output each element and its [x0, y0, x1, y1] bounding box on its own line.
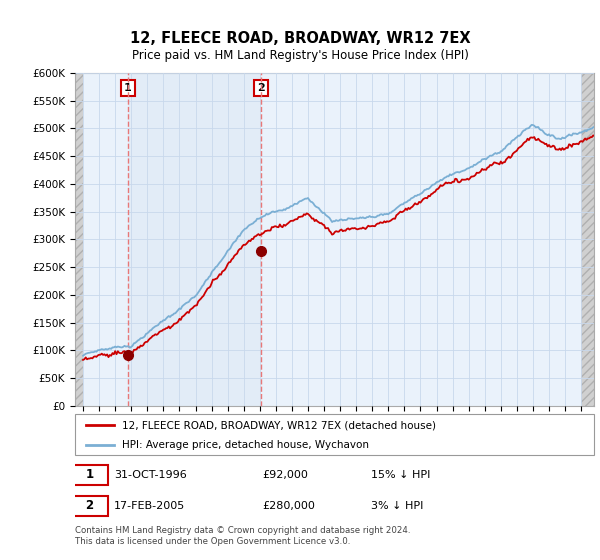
Text: 31-OCT-1996: 31-OCT-1996	[114, 470, 187, 479]
Text: HPI: Average price, detached house, Wychavon: HPI: Average price, detached house, Wych…	[122, 440, 369, 450]
Text: Price paid vs. HM Land Registry's House Price Index (HPI): Price paid vs. HM Land Registry's House …	[131, 49, 469, 62]
Text: Contains HM Land Registry data © Crown copyright and database right 2024.
This d: Contains HM Land Registry data © Crown c…	[75, 526, 410, 546]
FancyBboxPatch shape	[71, 465, 108, 485]
Text: 2: 2	[257, 83, 265, 93]
Bar	[128, 73, 261, 406]
Text: 1: 1	[85, 468, 94, 481]
Text: 15% ↓ HPI: 15% ↓ HPI	[371, 470, 430, 479]
FancyBboxPatch shape	[75, 414, 594, 455]
Text: £92,000: £92,000	[262, 470, 308, 479]
Text: 1: 1	[124, 83, 132, 93]
FancyBboxPatch shape	[71, 496, 108, 516]
Bar	[581, 73, 594, 406]
Text: 12, FLEECE ROAD, BROADWAY, WR12 7EX (detached house): 12, FLEECE ROAD, BROADWAY, WR12 7EX (det…	[122, 421, 436, 430]
Text: 3% ↓ HPI: 3% ↓ HPI	[371, 501, 423, 511]
Text: £280,000: £280,000	[262, 501, 315, 511]
Text: 12, FLEECE ROAD, BROADWAY, WR12 7EX: 12, FLEECE ROAD, BROADWAY, WR12 7EX	[130, 31, 470, 46]
Text: 2: 2	[85, 500, 94, 512]
Bar	[75, 73, 83, 406]
Text: 17-FEB-2005: 17-FEB-2005	[114, 501, 185, 511]
